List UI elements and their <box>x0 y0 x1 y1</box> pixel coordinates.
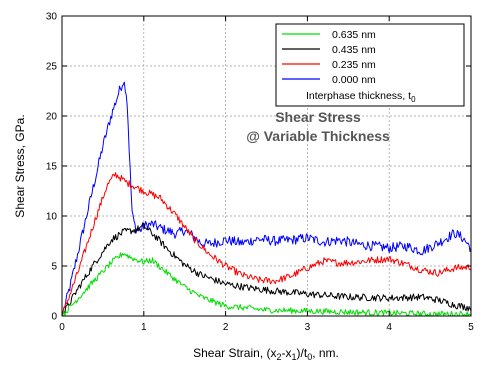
series-line-0-000-nm <box>61 81 472 317</box>
annotation-line-1: Shear Stress <box>275 109 361 125</box>
y-tick-label: 15 <box>46 162 58 173</box>
y-tick-label: 5 <box>51 262 57 273</box>
y-tick-label: 30 <box>46 12 58 23</box>
legend-title: Interphase thickness, t0 <box>306 90 416 104</box>
tick-labels: 0 1 2 3 4 5 0 5 10 15 20 25 30 <box>46 12 474 334</box>
series-layer <box>61 81 472 317</box>
x-tick-label: 4 <box>386 322 392 333</box>
series-line-0-435-nm <box>61 222 472 317</box>
x-tick-label: 2 <box>223 322 229 333</box>
series-line-0-635-nm <box>61 252 472 317</box>
ticks <box>61 15 472 317</box>
legend: 0.635 nm 0.435 nm 0.235 nm 0.000 nm Interph… <box>275 23 465 107</box>
y-tick-label: 20 <box>46 112 58 123</box>
x-tick-label: 5 <box>468 322 474 333</box>
y-axis-title: Shear Stress, GPa. <box>13 114 27 217</box>
annotation-line-2: @ Variable Thickness <box>246 128 390 144</box>
x-tick-label: 1 <box>141 322 147 333</box>
y-tick-label: 0 <box>51 312 57 323</box>
legend-label: 0.000 nm <box>332 74 376 86</box>
x-axis-title: Shear Strain, (x2-x1)/t0, nm. <box>193 346 339 362</box>
x-tick-label: 3 <box>305 322 311 333</box>
y-tick-label: 10 <box>46 212 58 223</box>
legend-box <box>275 23 465 107</box>
legend-entries: 0.635 nm 0.435 nm 0.235 nm 0.000 nm <box>282 29 376 86</box>
series-line-0-235-nm <box>61 172 472 317</box>
x-tick-label: 0 <box>59 322 65 333</box>
legend-label: 0.435 nm <box>332 44 376 56</box>
legend-label: 0.635 nm <box>332 29 376 41</box>
legend-label: 0.235 nm <box>332 59 376 71</box>
y-tick-label: 25 <box>46 62 58 73</box>
